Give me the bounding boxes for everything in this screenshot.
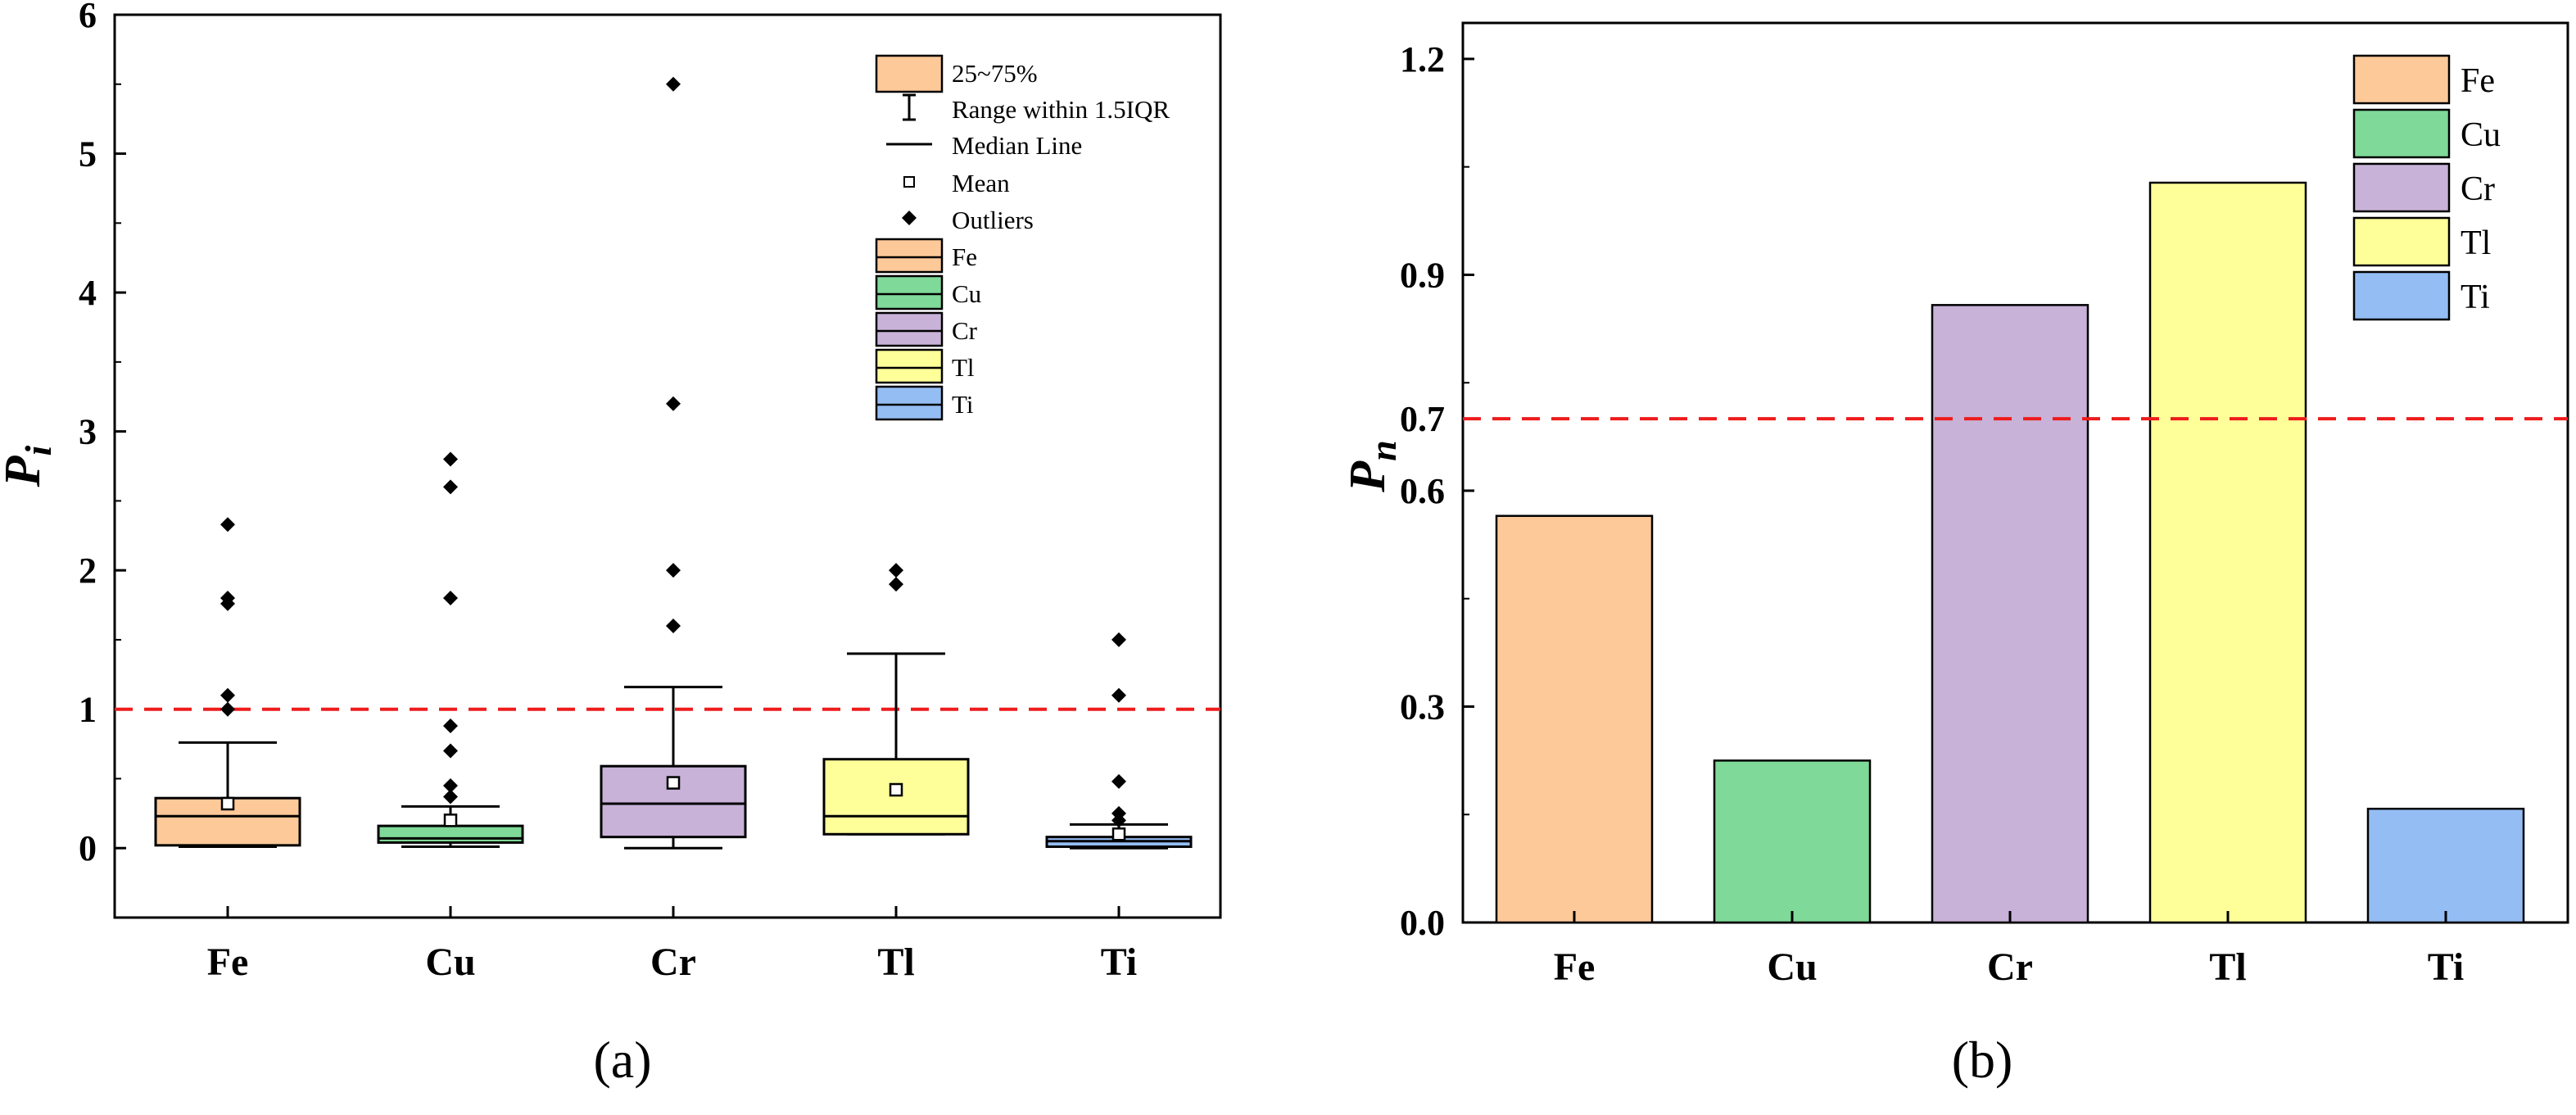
y-tick-label: 4 [79, 273, 97, 313]
legend-swatch-fe [875, 238, 944, 274]
outlier-point [443, 777, 458, 793]
outlier-point [889, 577, 903, 592]
legend-swatch-tl [2352, 216, 2451, 267]
outlier-point [220, 517, 235, 533]
outlier-point [443, 591, 458, 606]
y-axis-symbol: P [0, 455, 51, 487]
y-tick-label: 3 [79, 412, 97, 452]
bar-ti [2366, 807, 2525, 924]
x-tick-label: Cr [1987, 945, 2033, 989]
outlier-point [666, 76, 681, 92]
x-tick-label: Ti [2428, 945, 2464, 989]
box-cu [377, 824, 524, 844]
legend-swatch-ti [875, 385, 944, 421]
outlier-point [220, 701, 235, 717]
legend: 25~75% Range within 1.5IQR Median Line Mean… [875, 54, 1170, 421]
y-tick-label: 0.7 [1400, 399, 1445, 439]
y-tick-label: 0.3 [1400, 687, 1445, 727]
outlier-point [666, 618, 681, 633]
legend-label: 25~75% [952, 59, 1038, 88]
legend-swatch-cr [875, 311, 944, 347]
bar-cr [1931, 304, 2089, 924]
outlier-point [220, 591, 235, 606]
legend-swatch-ti [2352, 270, 2451, 321]
legend-mean-symbol [903, 176, 915, 188]
y-tick-label: 0.0 [1400, 903, 1445, 943]
legend-swatch-cu [875, 274, 944, 310]
outlier-point [1111, 805, 1126, 821]
outlier-point [443, 743, 458, 759]
legend: Fe Cu Cr Tl Ti [2352, 54, 2501, 321]
legend-label: Median Line [952, 131, 1082, 160]
x-tick-label: Cu [425, 940, 475, 984]
outlier-point [220, 687, 235, 703]
legend-swatch-tl [875, 348, 944, 384]
legend-swatch-cr [2352, 162, 2451, 213]
y-tick-label: 2 [79, 551, 97, 591]
panel-label: (b) [1952, 1031, 2013, 1089]
legend-label: Cr [952, 316, 978, 345]
y-tick-label: 1.2 [1400, 39, 1445, 79]
bar-fe [1495, 514, 1654, 924]
mean-marker [666, 776, 681, 790]
legend-swatch-fe [2352, 54, 2451, 105]
x-tick-label: Tl [877, 940, 914, 984]
legend-label: Tl [2461, 224, 2491, 262]
mean-marker [889, 782, 903, 797]
bar-tl [2148, 181, 2307, 924]
x-tick-label: Cr [650, 940, 696, 984]
y-tick-label: 1 [79, 690, 97, 730]
mean-marker [220, 796, 235, 811]
legend-swatch-iqr [875, 54, 944, 93]
x-tick-label: Fe [1554, 945, 1596, 989]
legend-label: Cu [2461, 116, 2501, 154]
y-axis-title: Pi [0, 445, 59, 487]
y-tick-label: 0.9 [1400, 255, 1445, 295]
y-tick-label: 0.6 [1400, 471, 1445, 511]
bar-chart-panel: 0.0 0.3 0.6 0.7 0.9 1.2 Fe Cu Cr Tl Ti Pn Fe Cu Cr Tl Ti… [1340, 21, 2569, 1089]
y-tick-label: 0 [79, 828, 97, 868]
legend-label: Cu [952, 279, 981, 308]
x-tick-label: Fe [207, 940, 249, 984]
legend-outlier-symbol [902, 211, 917, 225]
legend-label: Mean [952, 169, 1010, 197]
legend-label: Outliers [952, 206, 1034, 234]
y-axis-title: Pn [1340, 440, 1404, 492]
legend-label: Ti [2461, 279, 2490, 316]
legend-label: Cr [2461, 170, 2495, 208]
legend-swatch-cu [2352, 108, 2451, 159]
outlier-point [1111, 773, 1126, 789]
bar-cu [1713, 759, 1872, 924]
y-axis-subscript: i [17, 445, 59, 456]
outlier-point [666, 396, 681, 411]
box-plot-panel: 0 1 2 3 4 5 6 Fe Cu Cr Tl Ti Pi 25~75% Range within 1.… [0, 0, 1222, 1089]
outlier-point [443, 718, 458, 734]
x-tick-label: Ti [1101, 940, 1137, 984]
x-tick-label: Tl [2209, 945, 2246, 989]
outlier-point [889, 563, 903, 578]
plot-frame [113, 13, 1222, 919]
y-axis-symbol: P [1340, 460, 1396, 493]
y-tick-label: 6 [79, 0, 97, 35]
legend-label: Fe [2461, 62, 2495, 100]
legend-label: Range within 1.5IQR [952, 95, 1170, 124]
x-tick-label: Cu [1767, 945, 1817, 989]
y-axis-subscript: n [1362, 440, 1404, 461]
outlier-point [1111, 632, 1126, 647]
mean-marker [1111, 827, 1126, 841]
mean-marker [443, 814, 458, 827]
panel-label: (a) [593, 1031, 651, 1089]
legend-label: Ti [952, 390, 974, 419]
box-tl [822, 758, 970, 836]
outlier-point [443, 451, 458, 467]
y-tick-label: 5 [79, 134, 97, 175]
outlier-point [666, 563, 681, 578]
legend-label: Fe [952, 242, 977, 271]
legend-label: Tl [952, 353, 975, 382]
outlier-point [1111, 687, 1126, 703]
outlier-point [443, 789, 458, 805]
outlier-point [443, 479, 458, 495]
